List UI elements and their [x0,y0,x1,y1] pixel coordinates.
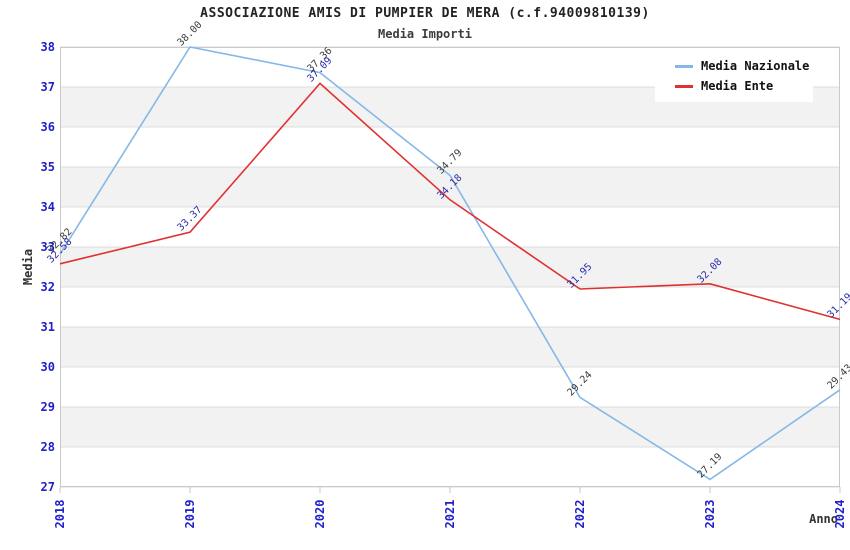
series-line-media-ente [59,82,841,321]
plot-canvas [59,46,841,493]
y-tick-label: 34 [40,200,55,214]
y-tick-label: 33 [40,240,55,254]
plot-area [59,46,841,493]
legend-swatch-icon [675,64,693,68]
x-tick-label: 2024 [833,499,847,529]
y-tick-label: 31 [40,320,55,334]
series-line-media-nazionale [59,46,841,481]
y-tick-label: 32 [40,280,55,294]
chart-title: ASSOCIAZIONE AMIS DI PUMPIER DE MERA (c.… [200,6,650,21]
legend-label: Media Ente [701,79,774,93]
plot-band [60,407,840,447]
plot-band [60,287,840,327]
x-tick-label: 2019 [183,499,197,529]
y-tick-label: 27 [40,480,55,494]
plot-band [60,127,840,167]
x-tick-label: 2022 [573,499,587,529]
legend-swatch-icon [675,84,693,88]
y-tick-label: 35 [40,160,55,174]
y-tick-label: 36 [40,120,55,134]
plot-band [60,447,840,487]
x-tick-label: 2018 [53,499,67,529]
y-tick-label: 30 [40,360,55,374]
plot-band [60,247,840,287]
plot-band [60,207,840,247]
x-tick-label: 2020 [313,499,327,529]
legend-label: Media Nazionale [701,59,810,73]
y-tick-label: 37 [40,80,55,94]
y-tick-label: 28 [40,440,55,454]
plot-band [60,327,840,367]
plot-border [60,47,840,487]
legend-item: Media Ente [675,76,805,96]
x-tick-label: 2021 [443,499,457,529]
x-tick-label: 2023 [703,499,717,529]
y-tick-label: 29 [40,400,55,414]
plot-band [60,367,840,407]
x-axis-label: Anno [809,512,838,526]
y-tick-label: 38 [40,40,55,54]
legend-item: Media Nazionale [675,56,809,76]
chart-subtitle: Media Importi [378,27,472,41]
legend: Media Nazionale Media Ente [655,50,813,102]
